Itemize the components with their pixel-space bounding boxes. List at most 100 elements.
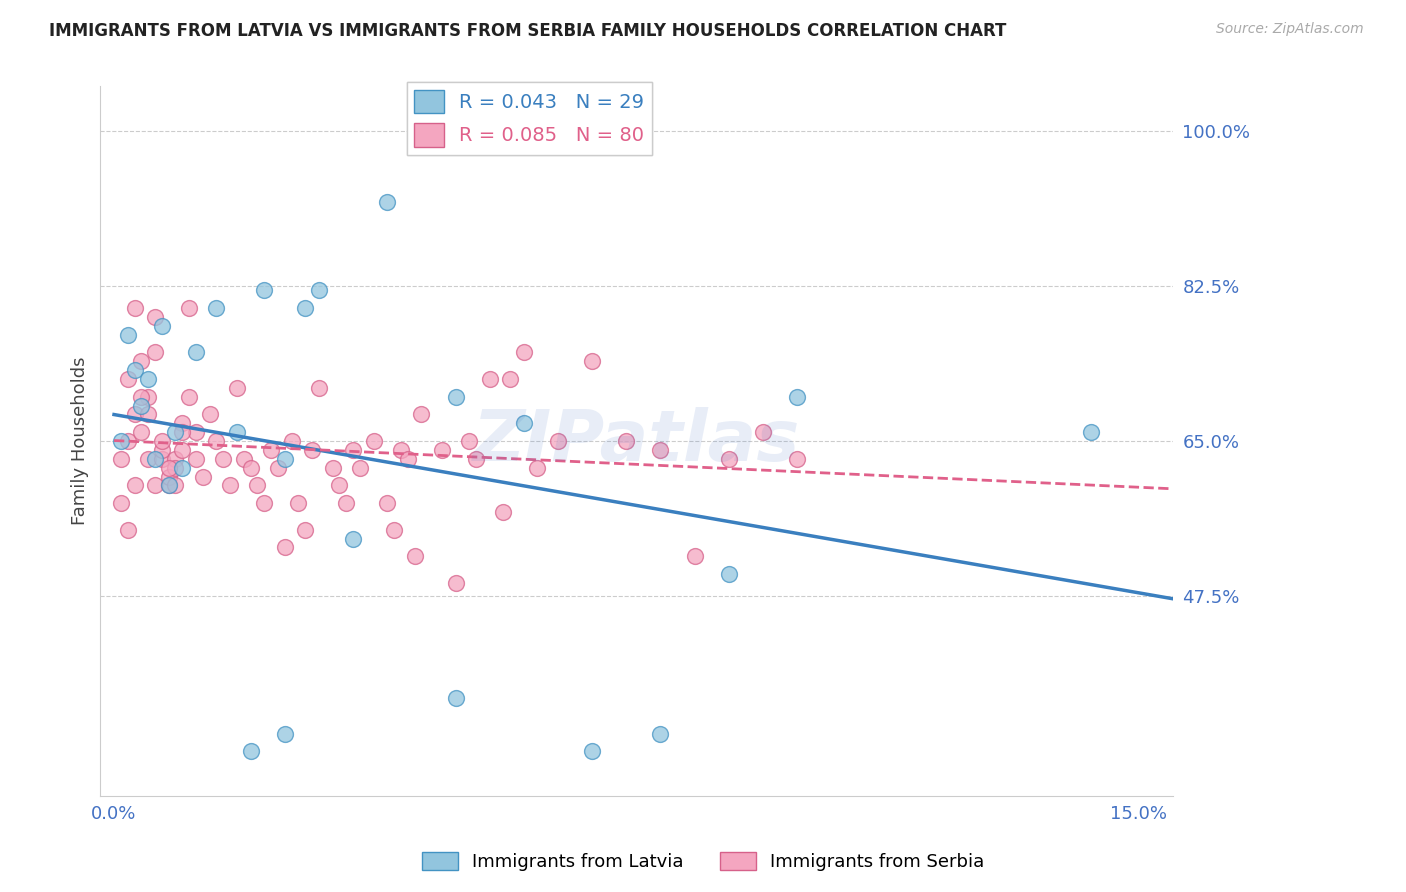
- Point: [117, 327, 139, 342]
- Point: [253, 283, 276, 297]
- Point: [683, 549, 706, 564]
- Point: [172, 417, 194, 431]
- Point: [581, 744, 603, 758]
- Point: [172, 460, 194, 475]
- Point: [205, 301, 228, 315]
- Point: [581, 354, 603, 368]
- Point: [294, 523, 316, 537]
- Point: [404, 549, 426, 564]
- Text: ZIPatlas: ZIPatlas: [472, 407, 800, 475]
- Point: [322, 460, 344, 475]
- Point: [342, 532, 364, 546]
- Point: [513, 345, 536, 359]
- Point: [219, 478, 242, 492]
- Point: [717, 567, 740, 582]
- Point: [172, 442, 194, 457]
- Point: [444, 691, 467, 706]
- Point: [184, 345, 207, 359]
- Point: [131, 425, 153, 440]
- Point: [143, 451, 166, 466]
- Text: IMMIGRANTS FROM LATVIA VS IMMIGRANTS FROM SERBIA FAMILY HOUSEHOLDS CORRELATION C: IMMIGRANTS FROM LATVIA VS IMMIGRANTS FRO…: [49, 22, 1007, 40]
- Point: [131, 390, 153, 404]
- Y-axis label: Family Households: Family Households: [72, 357, 89, 525]
- Point: [191, 469, 214, 483]
- Point: [411, 408, 433, 422]
- Point: [547, 434, 569, 448]
- Point: [131, 354, 153, 368]
- Point: [1080, 425, 1102, 440]
- Point: [349, 460, 371, 475]
- Point: [444, 576, 467, 591]
- Point: [143, 310, 166, 324]
- Point: [335, 496, 357, 510]
- Point: [752, 425, 775, 440]
- Point: [274, 541, 297, 555]
- Point: [499, 372, 522, 386]
- Point: [444, 390, 467, 404]
- Point: [614, 434, 637, 448]
- Point: [287, 496, 309, 510]
- Point: [363, 434, 385, 448]
- Point: [650, 727, 672, 741]
- Point: [396, 451, 419, 466]
- Point: [117, 372, 139, 386]
- Point: [179, 390, 201, 404]
- Point: [157, 478, 180, 492]
- Point: [274, 451, 297, 466]
- Point: [280, 434, 302, 448]
- Point: [184, 451, 207, 466]
- Point: [136, 451, 159, 466]
- Point: [143, 478, 166, 492]
- Point: [165, 460, 187, 475]
- Point: [786, 451, 808, 466]
- Point: [492, 505, 515, 519]
- Point: [786, 390, 808, 404]
- Point: [198, 408, 221, 422]
- Point: [110, 434, 132, 448]
- Legend: Immigrants from Latvia, Immigrants from Serbia: Immigrants from Latvia, Immigrants from …: [415, 845, 991, 879]
- Point: [246, 478, 269, 492]
- Legend: R = 0.043   N = 29, R = 0.085   N = 80: R = 0.043 N = 29, R = 0.085 N = 80: [406, 82, 652, 154]
- Point: [267, 460, 290, 475]
- Point: [124, 363, 146, 377]
- Point: [136, 372, 159, 386]
- Point: [157, 478, 180, 492]
- Point: [239, 744, 262, 758]
- Point: [513, 417, 536, 431]
- Point: [226, 381, 249, 395]
- Point: [328, 478, 350, 492]
- Point: [430, 442, 453, 457]
- Point: [124, 478, 146, 492]
- Point: [131, 399, 153, 413]
- Point: [117, 434, 139, 448]
- Point: [212, 451, 235, 466]
- Point: [136, 390, 159, 404]
- Point: [458, 434, 481, 448]
- Point: [205, 434, 228, 448]
- Point: [308, 283, 330, 297]
- Point: [389, 442, 412, 457]
- Point: [294, 301, 316, 315]
- Point: [150, 434, 173, 448]
- Point: [165, 478, 187, 492]
- Point: [717, 451, 740, 466]
- Point: [375, 194, 398, 209]
- Point: [465, 451, 488, 466]
- Point: [232, 451, 254, 466]
- Point: [110, 496, 132, 510]
- Point: [226, 425, 249, 440]
- Point: [382, 523, 405, 537]
- Point: [274, 727, 297, 741]
- Point: [157, 460, 180, 475]
- Point: [124, 301, 146, 315]
- Point: [478, 372, 501, 386]
- Point: [239, 460, 262, 475]
- Point: [150, 318, 173, 333]
- Point: [124, 408, 146, 422]
- Point: [526, 460, 548, 475]
- Point: [342, 442, 364, 457]
- Point: [150, 451, 173, 466]
- Point: [117, 523, 139, 537]
- Point: [110, 451, 132, 466]
- Point: [143, 345, 166, 359]
